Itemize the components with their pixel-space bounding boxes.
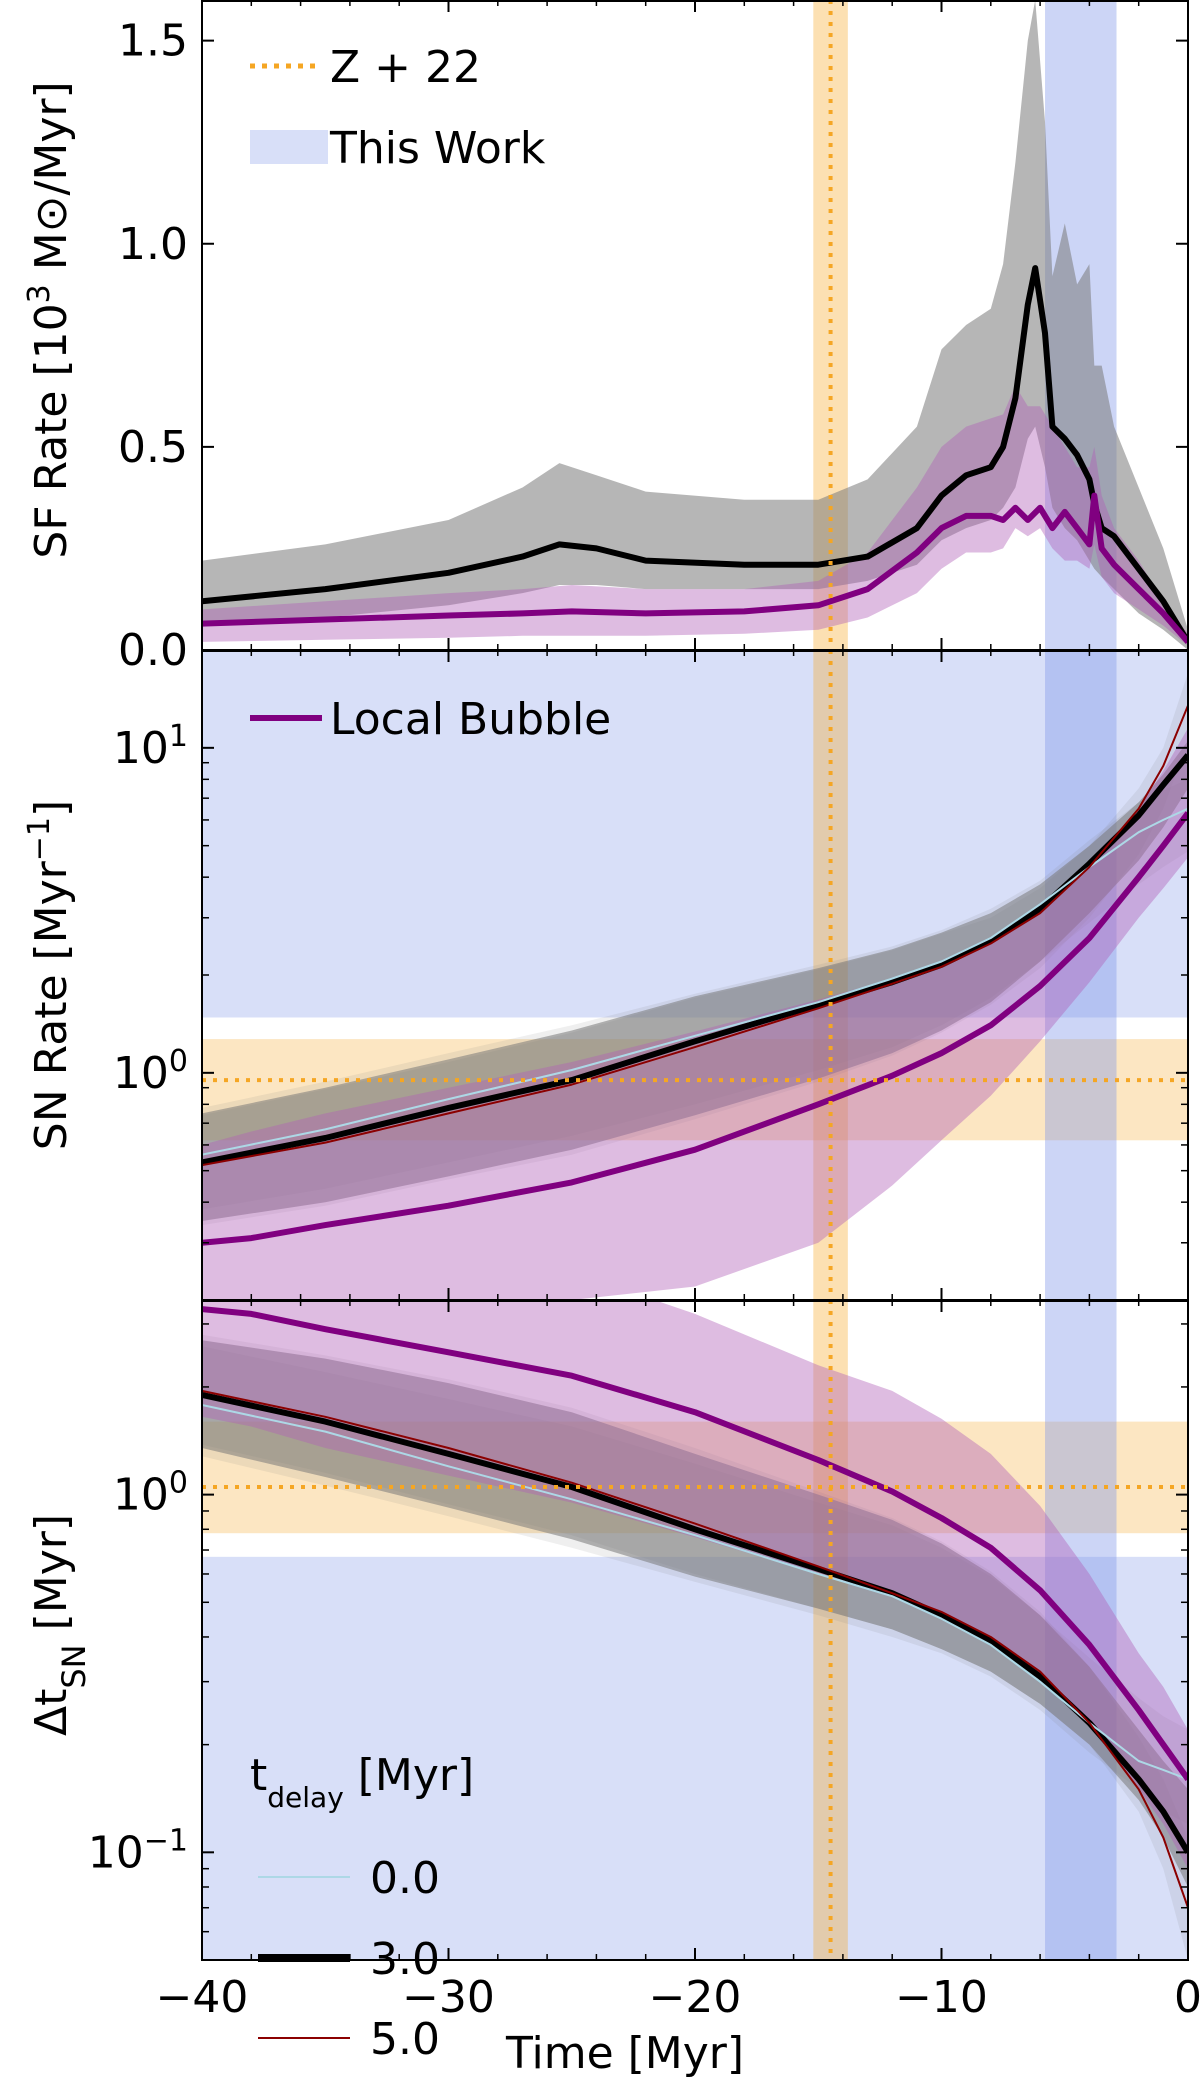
y-tick-label: 10−1 — [88, 1823, 188, 1879]
panel-sf-rate: 0.0 0.5 1.0 1.5 — [118, 0, 1189, 676]
legend-bottom: tdelay [Myr] 0.0 3.0 5.0 — [250, 1750, 474, 2065]
band-local-bubble — [202, 1300, 1188, 1869]
y-axis-label-sf-rate: SF Rate [103 M⊙/Myr] — [22, 81, 78, 558]
y-axis-label-sn-rate: SN Rate [Myr−1] — [22, 800, 78, 1150]
legend-label-0: 0.0 — [370, 1853, 440, 1904]
x-tick-label: 0 — [1174, 1972, 1200, 2023]
legend-label-5: 5.0 — [370, 2014, 440, 2065]
y-tick-label: 0.5 — [118, 422, 188, 473]
band-t_delay-0-0 — [202, 779, 1188, 1210]
vband-this-work — [1045, 1300, 1117, 1960]
y-tick-label: 1.0 — [118, 219, 188, 270]
series-line-t_delay-3-0 — [202, 1391, 1188, 1854]
legend-swatch-this-work — [250, 130, 328, 164]
band-t_delay-5-0 — [202, 672, 1188, 1226]
y-axis-label-delta-t-sn: ΔtSN [Myr] — [26, 1514, 93, 1736]
series-line-t_delay-0-0 — [202, 1404, 1188, 1781]
vband-this-work — [1045, 650, 1117, 1300]
legend-top: Z + 22 This Work — [250, 42, 546, 174]
series-line-t_delay-5-0 — [202, 1389, 1188, 1909]
band-t_delay-3-0 — [202, 1340, 1188, 1887]
series-line-t_delay-5-0 — [202, 705, 1188, 1167]
y-tick-label: 100 — [113, 1465, 188, 1521]
band-t_delay-5-0 — [202, 1334, 1188, 1960]
series-line-local-bubble — [202, 1306, 1188, 1782]
y-tick-label: 1.5 — [118, 16, 188, 67]
y-tick-label: 101 — [113, 718, 188, 774]
x-tick-label: −10 — [895, 1972, 988, 2023]
legend-label-local-bubble: Local Bubble — [330, 694, 611, 745]
x-tick-label: −40 — [156, 1972, 249, 2023]
legend-middle: Local Bubble — [250, 694, 611, 745]
legend-label-z22: Z + 22 — [330, 42, 481, 93]
series-line-local-bubble — [202, 492, 1188, 644]
series-line-t_delay-3-0 — [202, 753, 1188, 1166]
legend-label-3: 3.0 — [370, 1934, 440, 1985]
series-line-t_delay-0-0 — [202, 807, 1188, 1156]
band-t_delay-3-0 — [202, 740, 1188, 1221]
y-tick-label: 100 — [113, 1043, 188, 1099]
x-tick-label: −20 — [649, 1972, 742, 2023]
band-local-bubble — [202, 728, 1188, 1300]
series-line-local-bubble — [202, 811, 1188, 1246]
band-this-work-median-t_delay-3-0- — [202, 0, 1188, 650]
band-local-bubble — [202, 385, 1188, 646]
x-tick-label: −30 — [402, 1972, 495, 2023]
panel-delta-t-sn: 10−1 100 −40 −30 −20 −10 0 — [88, 1300, 1200, 2023]
legend-title-t-delay: tdelay [Myr] — [250, 1750, 474, 1814]
x-axis-label: Time [Myr] — [505, 2028, 744, 2079]
panel-sn-rate: 100 101 — [113, 649, 1189, 1301]
y-tick-label: 0.0 — [118, 625, 188, 676]
legend-label-this-work: This Work — [329, 123, 546, 174]
